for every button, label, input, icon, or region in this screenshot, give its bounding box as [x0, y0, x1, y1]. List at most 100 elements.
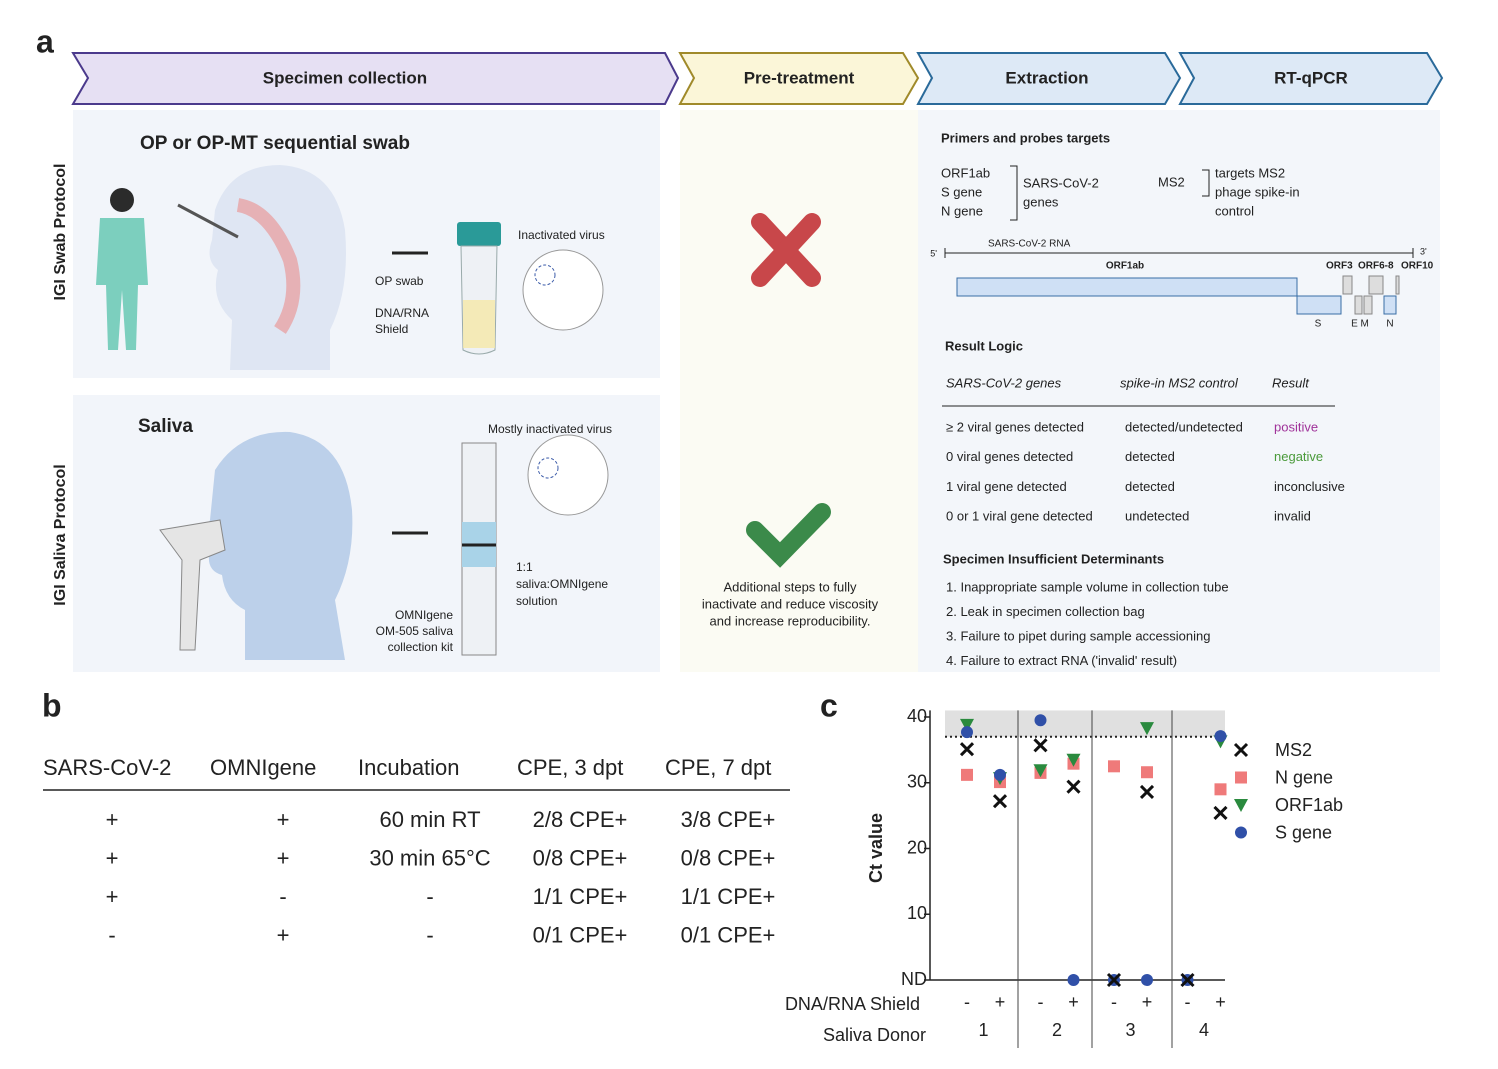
table-header: Result — [1272, 375, 1310, 390]
label: collection kit — [388, 640, 454, 654]
label: 2. Leak in specimen collection bag — [946, 604, 1145, 619]
step-arrow — [71, 52, 680, 105]
table-cell: - — [108, 922, 115, 947]
table-cell: 3/8 CPE+ — [681, 807, 776, 832]
panel-label: b — [42, 687, 62, 723]
table-cell: 1 viral gene detected — [946, 479, 1067, 494]
data-point — [1141, 974, 1153, 986]
legend-label: N gene — [1275, 767, 1333, 787]
table-cell: 1/1 CPE+ — [681, 884, 776, 909]
data-point — [1213, 805, 1228, 821]
label: inactivate and reduce viscosity — [702, 596, 879, 611]
legend-label: MS2 — [1275, 740, 1312, 760]
panel-label: c — [820, 687, 838, 723]
table-cell: + — [106, 807, 119, 832]
row-label: Saliva Donor — [823, 1025, 926, 1045]
legend-label: S gene — [1275, 822, 1332, 842]
panel-title: Saliva — [138, 416, 193, 437]
data-point — [960, 718, 974, 732]
label: S gene — [941, 184, 982, 199]
label: genes — [1023, 194, 1059, 209]
label: ORF3 — [1326, 261, 1353, 272]
legend-marker — [1233, 742, 1249, 758]
table-header: CPE, 3 dpt — [517, 755, 623, 780]
group-label: 2 — [1052, 1020, 1062, 1040]
table-cell: detected/undetected — [1125, 419, 1243, 434]
x-tick-label: + — [1215, 992, 1226, 1012]
table-cell: + — [106, 884, 119, 909]
data-point — [1214, 730, 1227, 743]
legend-marker — [1234, 799, 1248, 812]
label: 3' — [1420, 246, 1427, 256]
x-tick-label: + — [995, 992, 1006, 1012]
data-point — [1214, 783, 1227, 796]
step-label: Pre-treatment — [744, 68, 855, 87]
label: ORF1ab — [1106, 261, 1144, 272]
label: 5' — [930, 248, 937, 258]
label: S — [1315, 319, 1322, 330]
red-cross-icon — [751, 213, 821, 287]
table-cell: - — [426, 922, 433, 947]
table-cell: - — [426, 884, 433, 909]
y-tick-label: 20 — [907, 837, 927, 857]
x-tick-label: + — [1068, 992, 1079, 1012]
step-label: Specimen collection — [263, 68, 427, 87]
data-point — [1034, 714, 1047, 727]
data-point — [1108, 760, 1120, 773]
section-title: Specimen Insufficient Determinants — [943, 551, 1164, 566]
label: 1:1 — [516, 560, 533, 574]
label: OP swab — [375, 274, 424, 288]
table-cell: invalid — [1274, 509, 1311, 524]
axis-title: Ct value — [866, 813, 886, 883]
data-point — [1180, 972, 1195, 988]
data-point — [1067, 974, 1080, 986]
green-check-icon — [746, 503, 831, 568]
threshold-band — [945, 710, 1225, 737]
saliva-tube-icon — [461, 434, 609, 656]
table-cell: 0/1 CPE+ — [681, 922, 776, 947]
y-tick-label: ND — [901, 969, 927, 989]
table-cell: + — [277, 807, 290, 832]
label: ORF1ab — [941, 165, 990, 180]
extraction-panel — [918, 110, 1440, 672]
label: DNA/RNA — [375, 306, 429, 320]
data-point — [1139, 784, 1155, 800]
label: Inactivated virus — [518, 228, 605, 242]
label: SARS-CoV-2 RNA — [988, 239, 1071, 250]
label: N gene — [941, 203, 983, 218]
table-cell: + — [277, 845, 290, 870]
table-header: SARS-CoV-2 — [43, 755, 171, 780]
x-tick-label: - — [1185, 992, 1191, 1012]
table-cell: 0 or 1 viral gene detected — [946, 509, 1093, 524]
table-header: CPE, 7 dpt — [665, 755, 771, 780]
table-header: Incubation — [358, 755, 460, 780]
table-header: SARS-CoV-2 genes — [946, 375, 1062, 390]
label: Additional steps to fully — [724, 579, 857, 594]
data-point — [1140, 722, 1154, 736]
y-tick-label: 30 — [907, 772, 927, 792]
table-cell: + — [277, 922, 290, 947]
label: SARS-CoV-2 — [1023, 175, 1099, 190]
data-point — [994, 768, 1006, 781]
legend-label: ORF1ab — [1275, 795, 1343, 815]
protocol-label: IGI Saliva Protocol — [52, 464, 69, 605]
group-label: 3 — [1125, 1020, 1135, 1040]
table-cell: 30 min 65°C — [369, 845, 490, 870]
label: control — [1215, 203, 1254, 218]
bracket — [1202, 169, 1210, 197]
label: solution — [516, 594, 557, 608]
table-cell: 0/8 CPE+ — [533, 845, 628, 870]
table-cell: undetected — [1125, 509, 1189, 524]
label: OM-505 saliva — [376, 624, 454, 638]
genome-diagram — [944, 248, 1414, 315]
table-header: OMNIgene — [210, 755, 316, 780]
panel-title: OP or OP-MT sequential swab — [140, 133, 410, 154]
label: 1. Inappropriate sample volume in collec… — [946, 579, 1229, 594]
table-cell: + — [106, 845, 119, 870]
data-point — [992, 794, 1008, 809]
data-point — [1066, 753, 1081, 767]
table-cell: 0/8 CPE+ — [681, 845, 776, 870]
label: E M — [1351, 319, 1369, 330]
x-tick-label: + — [1142, 992, 1153, 1012]
x-tick-label: - — [964, 992, 970, 1012]
